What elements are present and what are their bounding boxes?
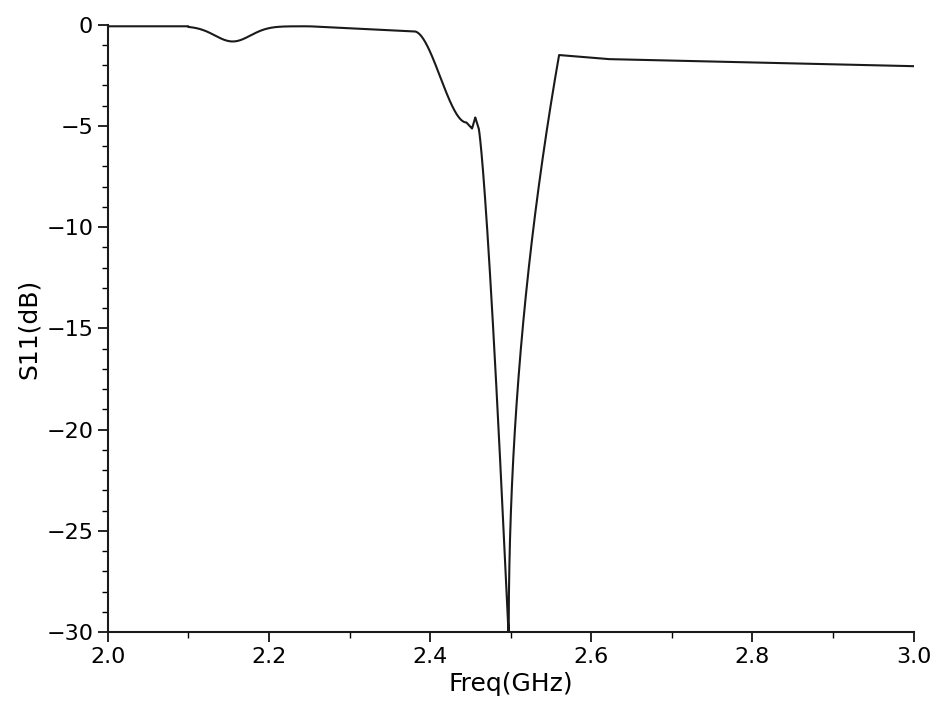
Y-axis label: S11(dB): S11(dB) xyxy=(17,278,41,379)
X-axis label: Freq(GHz): Freq(GHz) xyxy=(448,672,573,697)
